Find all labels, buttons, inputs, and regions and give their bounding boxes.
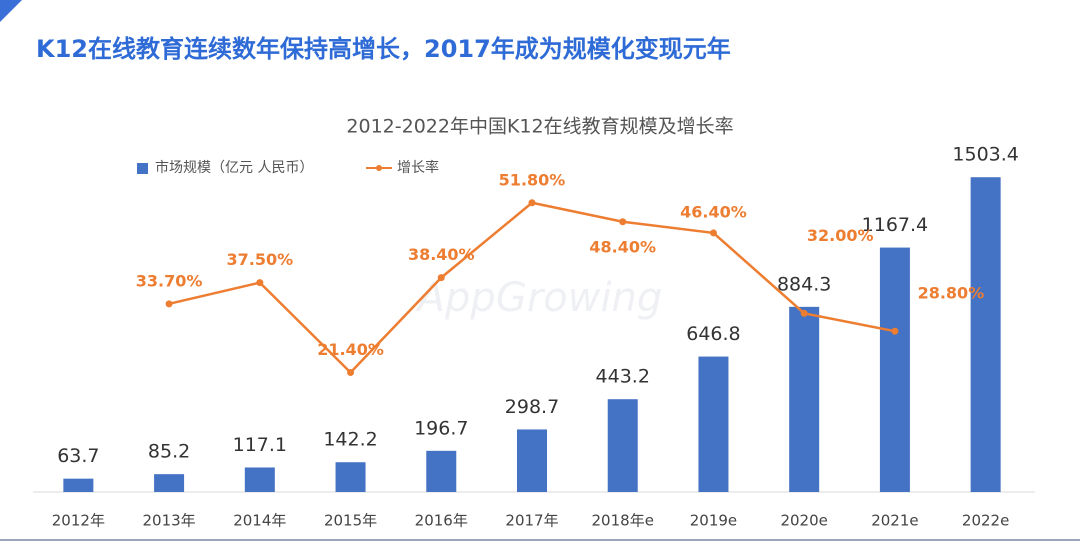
bar-value-label: 1503.4 (952, 144, 1018, 166)
line-point (347, 369, 355, 377)
line-value-label: 38.40% (408, 245, 475, 264)
bar-value-label: 1167.4 (862, 214, 928, 236)
line-value-label: 21.40% (317, 340, 384, 359)
bar (607, 399, 638, 492)
x-tick-label: 2012年 (52, 512, 105, 530)
bar (154, 474, 185, 492)
x-tick-label: 2018年e (592, 512, 654, 530)
bar (517, 429, 547, 492)
bar (335, 462, 366, 492)
slide-title: K12在线教育连续数年保持高增长，2017年成为规模化变现元年 (36, 35, 731, 63)
line-value-label: 46.40% (680, 202, 747, 221)
x-tick-label: 2013年 (142, 512, 195, 530)
line-value-label: 51.80% (499, 170, 566, 189)
bar (63, 478, 94, 492)
corner-decoration (0, 0, 22, 22)
x-tick-label: 2015年 (324, 512, 377, 530)
x-tick-label: 2017年 (505, 512, 558, 530)
line-point (709, 229, 717, 237)
bar-value-label: 142.2 (323, 429, 377, 451)
bar-value-label: 117.1 (233, 434, 287, 456)
line-value-label: 37.50% (226, 250, 293, 269)
watermark: AppGrowing (415, 275, 663, 321)
line-value-label: 28.80% (918, 284, 985, 303)
bar (789, 306, 820, 492)
bar (698, 356, 729, 492)
line-point (437, 274, 445, 282)
x-tick-label: 2019e (690, 512, 737, 530)
x-tick-label: 2021e (871, 512, 918, 530)
x-tick-label: 2016年 (415, 512, 468, 530)
line-point (800, 309, 808, 317)
legend-label: 市场规模（亿元 人民币） (155, 159, 313, 176)
bar (879, 247, 910, 492)
chart-title: 2012-2022年中国K12在线教育规模及增长率 (346, 116, 733, 138)
legend-swatch (137, 163, 148, 174)
line-point (256, 279, 264, 287)
x-tick-label: 2020e (780, 512, 827, 530)
line-value-label: 32.00% (807, 226, 874, 245)
bar (244, 467, 275, 492)
line-value-label: 48.40% (589, 237, 656, 256)
legend-label: 增长率 (397, 159, 439, 176)
bar-value-label: 196.7 (414, 417, 468, 439)
bar (426, 450, 457, 492)
bar-value-label: 298.7 (505, 396, 559, 418)
legend-swatch (376, 165, 382, 171)
line-point (891, 327, 899, 335)
line-point (165, 300, 173, 308)
bar-value-label: 884.3 (777, 273, 831, 295)
x-tick-label: 2022e (962, 512, 1009, 530)
bar-value-label: 63.7 (57, 445, 99, 467)
x-tick-label: 2014年 (233, 512, 286, 530)
bar-value-label: 85.2 (148, 441, 190, 463)
line-point (619, 218, 627, 226)
line-point (528, 199, 536, 207)
line-value-label: 33.70% (136, 271, 203, 290)
bar-value-label: 443.2 (596, 366, 650, 388)
bar-value-label: 646.8 (686, 323, 740, 345)
bar (970, 177, 1001, 492)
